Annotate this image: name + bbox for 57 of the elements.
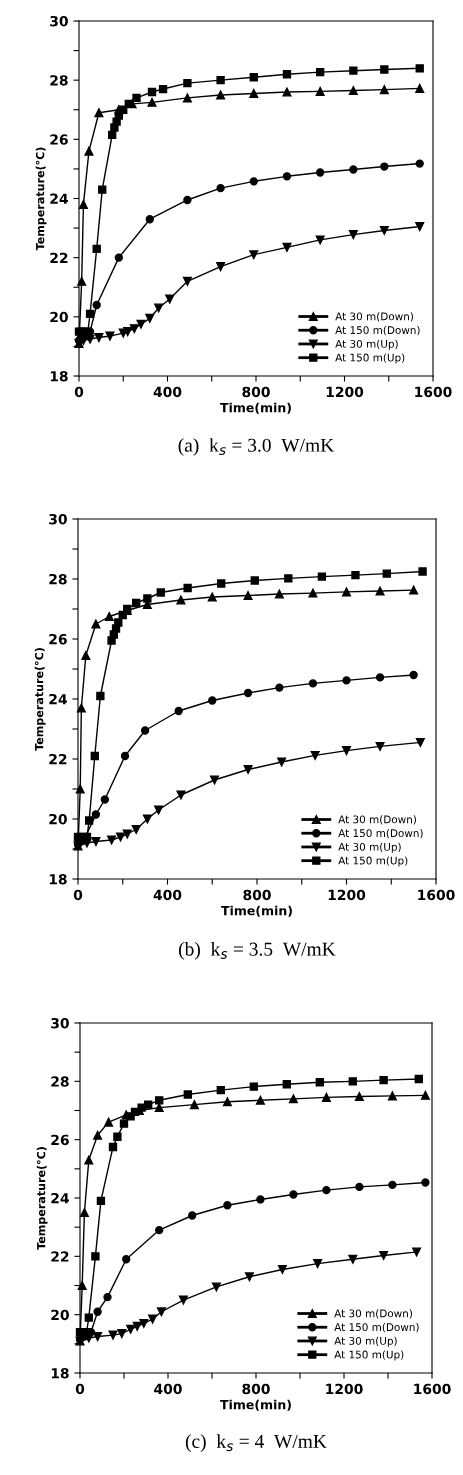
y-tick-label: 20: [49, 813, 67, 825]
y-tick-label: 26: [50, 134, 68, 145]
x-tick-label: 800: [242, 386, 270, 398]
y-tick-label: 24: [50, 193, 68, 204]
y-tick-label: 28: [49, 573, 67, 585]
text: (a) k$_{s}$ = 3.0 W/mK: [178, 438, 335, 456]
legend-label: At 150 m(Up): [338, 856, 408, 867]
y-tick-label: 30: [51, 1017, 69, 1029]
x-tick-label: 400: [154, 1383, 182, 1395]
y-tick-label: 20: [51, 1309, 69, 1321]
x-tick-label: 0: [75, 1383, 85, 1395]
y-tick-label: 30: [49, 513, 67, 525]
y-tick-label: 28: [50, 75, 68, 86]
y-tick-label: 26: [49, 633, 67, 645]
y-tick-label: 18: [49, 873, 67, 885]
y-tick-label: 18: [51, 1367, 69, 1379]
legend-label: At 150 m(Up): [334, 1350, 404, 1361]
legend-label: At 30 m(Up): [338, 842, 401, 853]
legend-label: At 150 m(Up): [335, 353, 405, 364]
x-tick-label: 1600: [414, 1383, 451, 1395]
x-tick-label: 800: [243, 889, 271, 901]
y-tick-label: 28: [51, 1076, 69, 1087]
legend-label: At 150 m(Down): [338, 828, 423, 839]
x-axis-title: Time(min): [221, 905, 292, 917]
legend-label: At 30 m(Down): [338, 815, 416, 825]
x-axis-title: Time(min): [220, 402, 291, 414]
x-tick-label: 1600: [415, 386, 452, 398]
y-tick-label: 18: [50, 370, 68, 382]
x-tick-label: 1200: [326, 386, 364, 398]
y-tick-label: 20: [50, 311, 68, 323]
x-tick-label: 0: [73, 889, 83, 901]
text: (b) k$_{s}$ = 3.5 W/mK: [179, 942, 336, 960]
y-tick-label: 22: [51, 1251, 69, 1262]
legend-label: At 30 m(Down): [335, 312, 413, 322]
legend-label: At 30 m(Up): [334, 1336, 397, 1347]
x-tick-label: 0: [74, 386, 84, 398]
x-tick-label: 1600: [418, 889, 455, 901]
y-axis-title: Temperature(°C): [35, 147, 47, 251]
text: (c) k$_{s}$ = 4 W/mK: [185, 1434, 327, 1452]
legend-label: At 150 m(Down): [335, 325, 420, 336]
y-tick-label: 24: [51, 1192, 69, 1204]
y-axis-title: Temperature(°C): [36, 1147, 48, 1250]
x-tick-label: 800: [242, 1383, 270, 1395]
x-tick-label: 400: [153, 889, 182, 901]
x-tick-label: 1200: [328, 889, 366, 901]
y-tick-label: 22: [49, 753, 67, 765]
y-tick-label: 24: [49, 693, 67, 705]
legend-label: At 150 m(Down): [334, 1322, 419, 1333]
y-axis-title: Temperature(°C): [34, 648, 46, 751]
legend-label: At 30 m(Up): [335, 339, 398, 350]
x-axis-title: Time(min): [220, 1399, 291, 1411]
x-tick-label: 1200: [326, 1383, 363, 1395]
y-tick-label: 26: [51, 1134, 69, 1146]
legend-label: At 30 m(Down): [334, 1309, 412, 1319]
x-tick-label: 400: [153, 386, 182, 398]
y-tick-label: 22: [50, 252, 68, 263]
y-tick-label: 30: [50, 15, 68, 27]
